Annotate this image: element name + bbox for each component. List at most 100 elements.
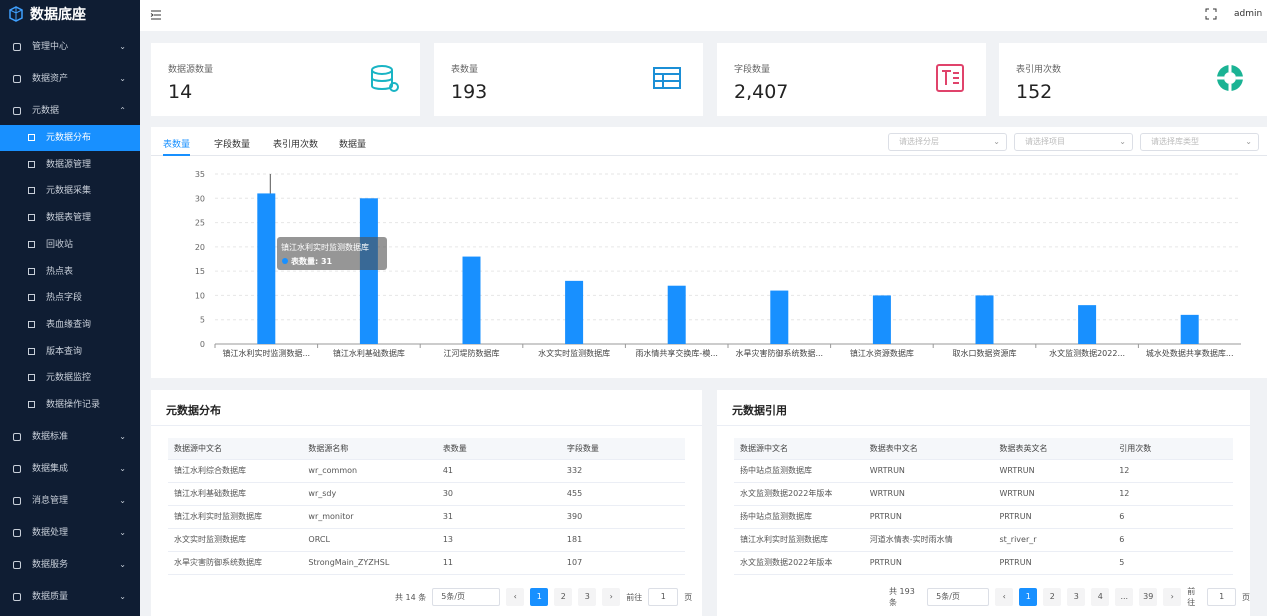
page-number[interactable]: 1 [530, 588, 549, 606]
chart-panel: 0 5 10 15 20 25 30 35 镇江水利实时监测数据... 镇江水利基础数据库 江河堤防… [151, 127, 1267, 378]
page-number[interactable]: 2 [554, 588, 573, 606]
table-row: 镇江水利实时监测数据库 河道水情表-实时雨水情 st_river_r 6 [734, 528, 1233, 552]
next[interactable]: › [1163, 588, 1182, 606]
bar [359, 198, 378, 344]
stat-card: 字段数量 2,407 [717, 43, 986, 116]
submenu-item[interactable]: 元数据监控 [0, 365, 140, 391]
tab[interactable]: 表引用次数 [273, 140, 319, 150]
menu-item[interactable]: 数据资产 ⌄ [0, 63, 140, 95]
logo-text: 数据底座 [30, 7, 86, 23]
prev[interactable]: ‹ [506, 588, 525, 606]
submenu-item[interactable]: 版本查询 [0, 339, 140, 365]
stat-value: 193 [451, 81, 488, 103]
column-header: 字段数量 [560, 438, 685, 460]
bar [1180, 314, 1199, 344]
submenu-label: 数据操作记录 [46, 400, 101, 410]
table-row: 水旱灾害防御系统数据库 StrongMain_ZYZHSL 11 107 [168, 551, 685, 575]
table-cell: 332 [560, 459, 685, 483]
filter-select[interactable]: 请选择库类型 ⌄ [1140, 133, 1259, 151]
page-number[interactable]: 2 [1043, 588, 1062, 606]
submenu-icon [28, 374, 35, 382]
menu-icon [13, 496, 21, 505]
page-number[interactable]: 1 [1019, 588, 1038, 606]
bar [872, 295, 891, 344]
menu-icon [13, 75, 21, 83]
menu-item[interactable]: 数据标准 ⌄ [0, 421, 140, 453]
page-number[interactable]: ... [1115, 588, 1134, 606]
menu-icon [13, 107, 21, 115]
tooltip-bg [277, 237, 387, 270]
x-tick-label: 水文实时监测数据库 [538, 348, 610, 358]
table-row: 扬中站点监测数据库 PRTRUN PRTRUN 6 [734, 505, 1233, 529]
submenu-item[interactable]: 回收站 [0, 232, 140, 258]
menu-item[interactable]: 数据服务 ⌄ [0, 549, 140, 581]
stat-label: 字段数量 [734, 65, 771, 75]
menu-toggle[interactable] [150, 9, 162, 21]
table-cell: 水文实时监测数据库 [168, 528, 303, 552]
user-name[interactable]: admin [1234, 9, 1263, 19]
y-tick-label: 30 [195, 194, 205, 203]
menu-arrow: ⌃ [119, 106, 126, 115]
page-size[interactable]: 5条/页 [432, 588, 501, 606]
submenu-item[interactable]: 热点表 [0, 259, 140, 285]
menu-icon [13, 528, 21, 537]
table-panel: 元数据引用 数据源中文名 数据表中文名 数据表英文名 引用次数 扬中站点监测数据库 WRTR… [717, 390, 1250, 616]
stat-card: 表数量 193 [434, 43, 703, 116]
page-size[interactable]: 5条/页 [927, 588, 990, 606]
x-tick-label: 镇江水利基础数据库 [333, 348, 405, 358]
menu-item[interactable]: 数据集成 ⌄ [0, 453, 140, 485]
table-cell: wr_monitor [302, 505, 437, 529]
title-divider [717, 425, 1250, 426]
prev[interactable]: ‹ [995, 588, 1014, 606]
next[interactable]: › [602, 588, 621, 606]
table-cell: 水文监测数据2022年版本 [734, 551, 864, 575]
menu-arrow: ⌄ [119, 495, 126, 505]
tab[interactable]: 表数量 [163, 137, 191, 156]
submenu-item[interactable]: 数据表管理 [0, 205, 140, 231]
menu-label: 数据质量 [32, 591, 69, 602]
chart: 0 5 10 15 20 25 30 35 镇江水利实时监测数据... 镇江水利基础数据库 江河堤防… [195, 170, 1241, 358]
submenu-item[interactable]: 热点字段 [0, 285, 140, 311]
submenu-item[interactable]: 数据操作记录 [0, 392, 140, 418]
table-cell: PRTRUN [863, 505, 994, 529]
page-number[interactable]: 3 [578, 588, 597, 606]
tab[interactable]: 字段数量 [214, 140, 251, 150]
goto-input[interactable]: 1 [1207, 588, 1236, 606]
menu-label: 数据标准 [32, 431, 69, 442]
goto-unit: 页 [1241, 592, 1250, 602]
table-cell: wr_common [302, 459, 437, 483]
table-cell: st_river_r [993, 528, 1114, 552]
menu-icon [13, 43, 21, 51]
filter-select[interactable]: 请选择分层 ⌄ [888, 133, 1007, 151]
panel-title: 元数据分布 [166, 404, 221, 417]
submenu-item[interactable]: 元数据采集 [0, 178, 140, 204]
table-cell: 13 [436, 528, 561, 552]
bar [462, 256, 481, 344]
page-number[interactable]: 39 [1139, 588, 1158, 606]
menu-arrow: ⌄ [119, 74, 126, 83]
x-tick-label: 镇江水资源数据库 [850, 348, 914, 358]
submenu-item[interactable]: 表血缘查询 [0, 312, 140, 338]
filter-arrow: ⌄ [1119, 137, 1126, 146]
page-number[interactable]: 4 [1091, 588, 1110, 606]
filter-select[interactable]: 请选择项目 ⌄ [1014, 133, 1133, 151]
menu-item[interactable]: 数据质量 ⌄ [0, 581, 140, 613]
table-cell: WRTRUN [993, 482, 1114, 506]
column-header: 表数量 [436, 438, 561, 460]
menu-item[interactable]: 数据处理 ⌄ [0, 517, 140, 549]
table-row: 镇江水利基础数据库 wr_sdy 30 455 [168, 482, 685, 506]
menu-item[interactable]: 元数据 ⌃ [0, 95, 140, 127]
x-tick-label: 水旱灾害防御系统数据... [735, 348, 823, 358]
goto-input[interactable]: 1 [648, 588, 679, 606]
submenu-icon [28, 320, 35, 328]
fullscreen[interactable] [1205, 8, 1217, 20]
menu-item[interactable]: 消息管理 ⌄ [0, 485, 140, 517]
submenu-item[interactable]: 元数据分布 [0, 125, 140, 151]
submenu-item[interactable]: 数据源管理 [0, 152, 140, 178]
data-table: 数据源中文名 数据源名称 表数量 字段数量 镇江水利综合数据库 wr_common 41 33… [168, 438, 685, 575]
tab[interactable]: 数据量 [339, 140, 367, 150]
menu-label: 消息管理 [32, 495, 69, 506]
filter-placeholder: 请选择分层 [899, 137, 939, 146]
menu-item[interactable]: 管理中心 ⌄ [0, 31, 140, 63]
page-number[interactable]: 3 [1067, 588, 1086, 606]
